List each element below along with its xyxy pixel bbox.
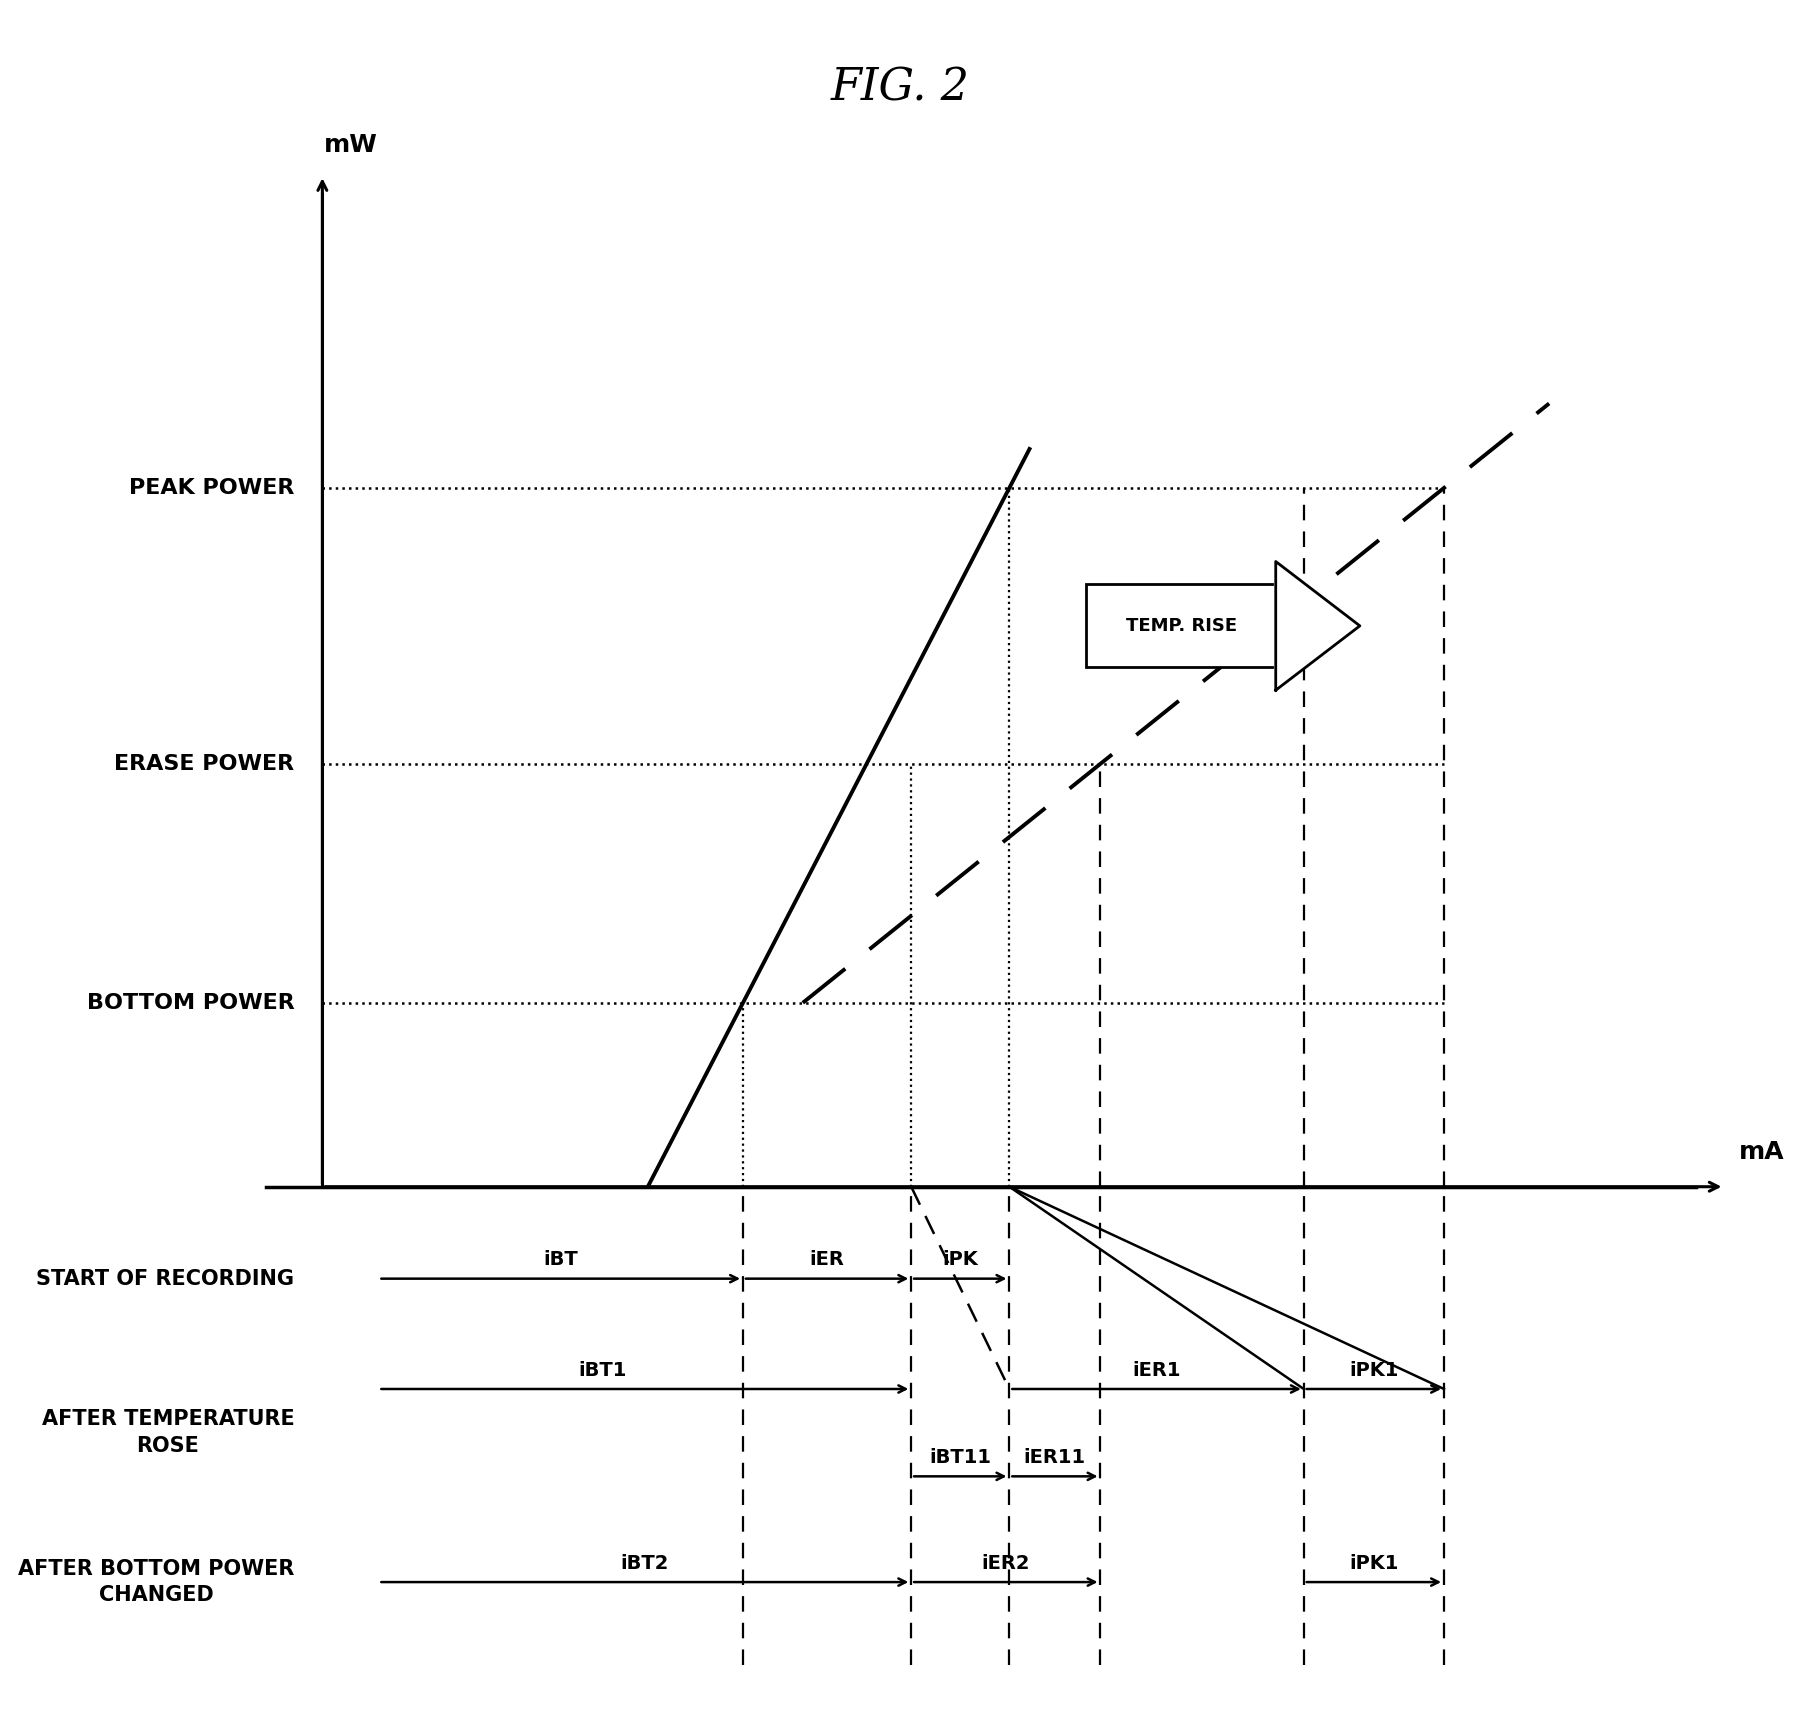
Text: iPK: iPK (943, 1251, 977, 1270)
Text: iER: iER (810, 1251, 844, 1270)
Text: AFTER TEMPERATURE
ROSE: AFTER TEMPERATURE ROSE (41, 1409, 295, 1456)
Text: iER1: iER1 (1132, 1360, 1181, 1379)
FancyBboxPatch shape (1087, 585, 1276, 668)
Text: iBT: iBT (544, 1251, 578, 1270)
Text: START OF RECORDING: START OF RECORDING (36, 1268, 295, 1289)
Text: iER11: iER11 (1024, 1449, 1085, 1468)
Text: FIG. 2: FIG. 2 (830, 66, 970, 109)
Text: PEAK POWER: PEAK POWER (130, 477, 295, 498)
Text: TEMP. RISE: TEMP. RISE (1125, 618, 1237, 635)
Text: mW: mW (324, 134, 378, 156)
Text: iBT11: iBT11 (929, 1449, 992, 1468)
Text: iBT1: iBT1 (578, 1360, 626, 1379)
Text: iER2: iER2 (981, 1555, 1030, 1574)
Text: ERASE POWER: ERASE POWER (113, 753, 295, 774)
Text: iPK1: iPK1 (1350, 1360, 1399, 1379)
Text: mA: mA (1739, 1140, 1784, 1164)
Text: iBT2: iBT2 (621, 1555, 670, 1574)
Text: AFTER BOTTOM POWER
CHANGED: AFTER BOTTOM POWER CHANGED (18, 1558, 295, 1605)
Text: BOTTOM POWER: BOTTOM POWER (86, 992, 295, 1013)
Text: iPK1: iPK1 (1350, 1555, 1399, 1574)
Polygon shape (1276, 562, 1359, 691)
